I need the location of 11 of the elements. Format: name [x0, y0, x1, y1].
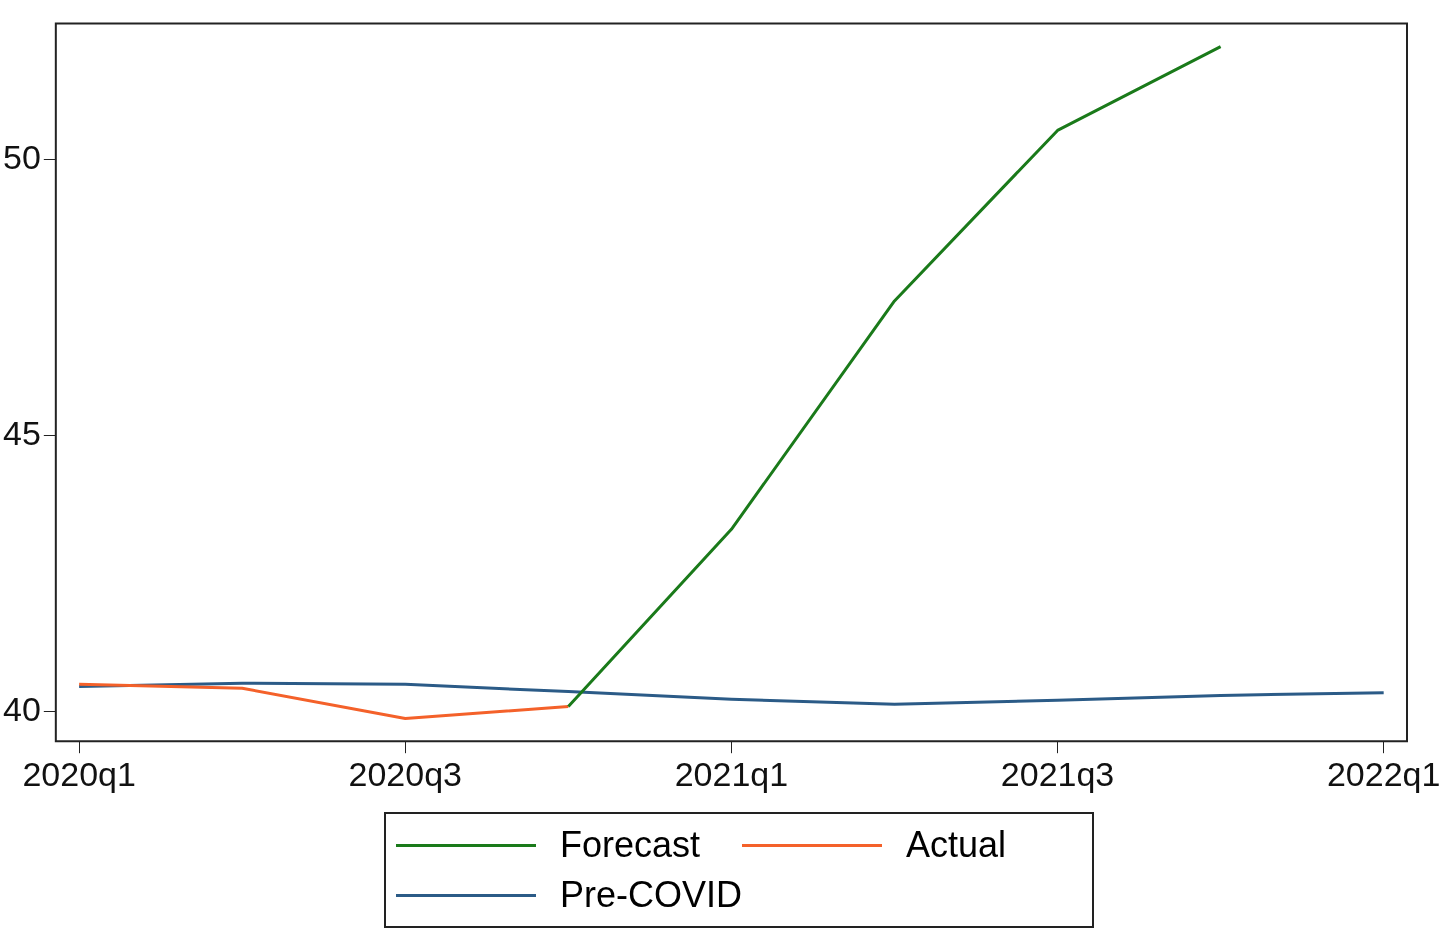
- y-tick-label: 40: [2, 689, 41, 728]
- legend-label: Pre-COVID: [560, 874, 743, 916]
- x-tick-label: 2020q3: [348, 754, 463, 793]
- legend-label: Forecast: [560, 824, 701, 866]
- y-tick-label: 50: [2, 138, 41, 177]
- x-tick-label: 2021q3: [1000, 754, 1115, 793]
- x-tick-label: 2021q1: [674, 754, 789, 793]
- legend-label: Actual: [906, 824, 1007, 866]
- x-tick-label: 2020q1: [22, 754, 136, 793]
- y-tick-label: 45: [2, 413, 41, 452]
- x-tick-label: 2022q1: [1326, 754, 1441, 793]
